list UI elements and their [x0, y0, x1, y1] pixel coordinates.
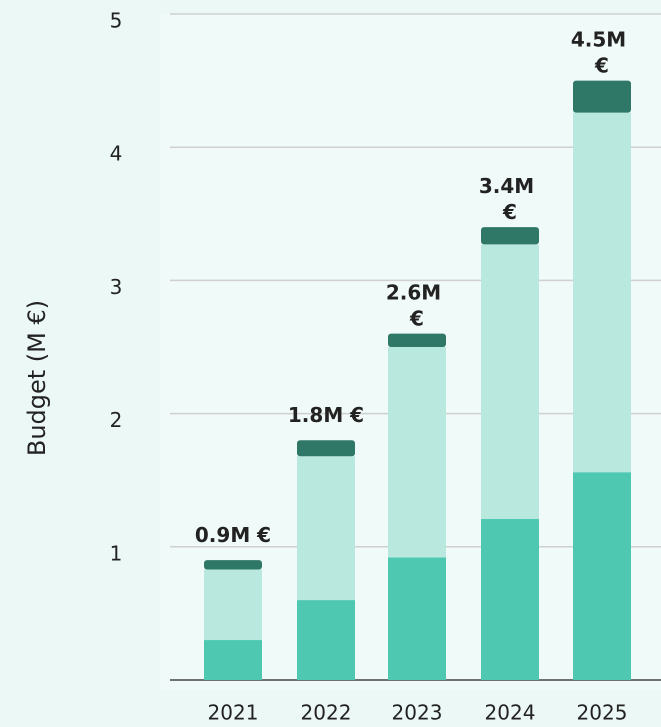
x-tick-label: 2023 — [392, 701, 443, 725]
y-axis-label: Budget (M €) — [23, 300, 51, 456]
value-label: 0.9M € — [195, 523, 271, 547]
bar-segment — [388, 557, 446, 680]
y-tick-label: 3 — [110, 275, 123, 299]
bar-segment — [297, 456, 355, 601]
bar-segment — [388, 347, 446, 558]
y-tick-label: 2 — [110, 408, 123, 432]
value-label: 4.5M € — [571, 28, 633, 78]
bar-segment — [204, 560, 262, 570]
y-tick-label: 1 — [110, 541, 123, 565]
bar-segment — [573, 112, 631, 473]
bar-segment — [297, 600, 355, 680]
value-label: 1.8M € — [288, 403, 364, 427]
bar-segment — [481, 244, 539, 519]
x-tick-label: 2021 — [208, 701, 259, 725]
bar-segment — [388, 333, 446, 347]
value-label: 2.6M € — [386, 281, 448, 331]
value-label: 3.4M € — [479, 174, 541, 224]
bar-segment — [204, 640, 262, 680]
bar-segment — [297, 440, 355, 457]
x-tick-label: 2022 — [301, 701, 352, 725]
bar-segment — [573, 80, 631, 113]
x-tick-label: 2025 — [577, 701, 628, 725]
bar-segment — [573, 472, 631, 680]
bar-segment — [481, 518, 539, 680]
x-tick-label: 2024 — [485, 701, 536, 725]
bar-segment — [481, 227, 539, 245]
y-tick-label: 5 — [110, 9, 123, 33]
bar-segment — [204, 569, 262, 641]
y-tick-label: 4 — [110, 142, 123, 166]
